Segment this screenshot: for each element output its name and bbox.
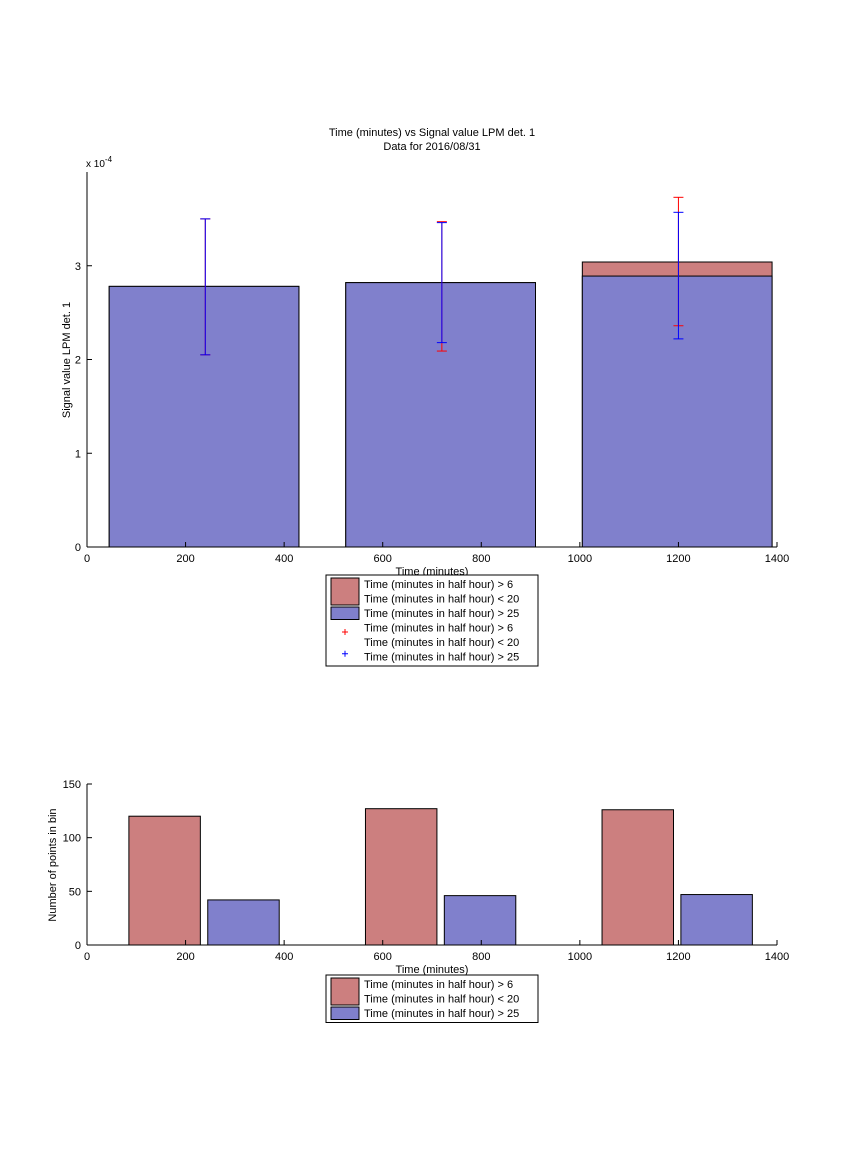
bar-series2 — [345, 282, 536, 548]
x-tick-label: 0 — [84, 553, 90, 565]
x-tick-label: 0 — [84, 951, 90, 963]
legend-label: Time (minutes in half hour) < 20 — [364, 594, 519, 606]
signal-bars — [108, 261, 773, 548]
legend-label: Time (minutes in half hour) < 20 — [364, 637, 519, 649]
chart-subtitle: Data for 2016/08/31 — [383, 141, 480, 153]
signal-axes: 0 200 400 600 800 1000 1200 1400 0 1 2 3 — [75, 172, 789, 565]
y-tick-label: 1 — [75, 448, 81, 460]
x-tick-label: 800 — [472, 951, 490, 963]
count-chart: 0 200 400 600 800 1000 1200 1400 0 50 100 150 Time … — [47, 779, 789, 1023]
y-tick-label: 2 — [75, 355, 81, 367]
y-tick-label: 0 — [75, 940, 81, 952]
count-bar-series1 — [601, 809, 674, 946]
x-tick-label: 200 — [176, 951, 194, 963]
legend-swatch — [330, 1006, 360, 1020]
y-tick-label: 0 — [75, 542, 81, 554]
x-tick-label: 1200 — [666, 553, 690, 565]
chart-title: Time (minutes) vs Signal value LPM det. … — [329, 127, 535, 139]
x-tick-label: 1000 — [568, 553, 592, 565]
x-axis-label: Time (minutes) — [396, 964, 469, 976]
x-tick-label: 1400 — [765, 951, 789, 963]
y-scale-base: x 10 — [86, 159, 105, 170]
legend-label: Time (minutes in half hour) > 25 — [364, 1008, 519, 1020]
x-tick-label: 400 — [275, 553, 293, 565]
legend-swatch — [330, 577, 360, 606]
legend-label: Time (minutes in half hour) < 20 — [364, 994, 519, 1006]
count-bar-series2 — [443, 895, 517, 946]
legend-label: Time (minutes in half hour) > 6 — [364, 623, 513, 635]
x-tick-label: 1200 — [666, 951, 690, 963]
count-legend: Time (minutes in half hour) > 6 Time (min… — [325, 974, 539, 1023]
x-tick-label: 1000 — [568, 951, 592, 963]
signal-errorbars — [200, 196, 684, 356]
x-tick-label: 800 — [472, 553, 490, 565]
legend-swatch — [330, 977, 360, 1006]
y-tick-label: 3 — [75, 261, 81, 273]
legend-box — [325, 974, 539, 1023]
x-tick-label: 600 — [374, 951, 392, 963]
count-bar-series2 — [680, 894, 753, 946]
legend-swatch — [330, 606, 360, 620]
y-tick-label: 100 — [63, 833, 81, 845]
y-tick-label: 150 — [63, 779, 81, 791]
count-bar-series2 — [207, 899, 280, 946]
legend-label: Time (minutes in half hour) > 25 — [364, 652, 519, 664]
x-tick-label: 1400 — [765, 553, 789, 565]
y-axis-label: Signal value LPM det. 1 — [61, 302, 73, 418]
signal-legend: Time (minutes in half hour) > 6 Time (min… — [325, 574, 539, 667]
x-tick-label: 200 — [176, 553, 194, 565]
y-tick-label: 50 — [69, 886, 81, 898]
y-axis-label: Number of points in bin — [47, 808, 59, 921]
count-bars — [128, 808, 753, 946]
y-scale-exponent: -4 — [105, 155, 113, 164]
x-tick-label: 600 — [374, 553, 392, 565]
legend-label: Time (minutes in half hour) > 6 — [364, 979, 513, 991]
signal-chart: Time (minutes) vs Signal value LPM det. … — [61, 127, 789, 667]
bar-series2 — [108, 285, 300, 548]
count-axes: 0 200 400 600 800 1000 1200 1400 0 50 100 150 — [63, 779, 790, 963]
x-tick-label: 400 — [275, 951, 293, 963]
legend-label: Time (minutes in half hour) > 6 — [364, 579, 513, 591]
legend-label: Time (minutes in half hour) > 25 — [364, 608, 519, 620]
legend-box — [325, 574, 539, 667]
bar-series2 — [581, 275, 773, 548]
count-bar-series1 — [364, 808, 438, 946]
y-scale-label: x 10-4 — [86, 155, 113, 170]
count-bar-series1 — [128, 815, 201, 946]
